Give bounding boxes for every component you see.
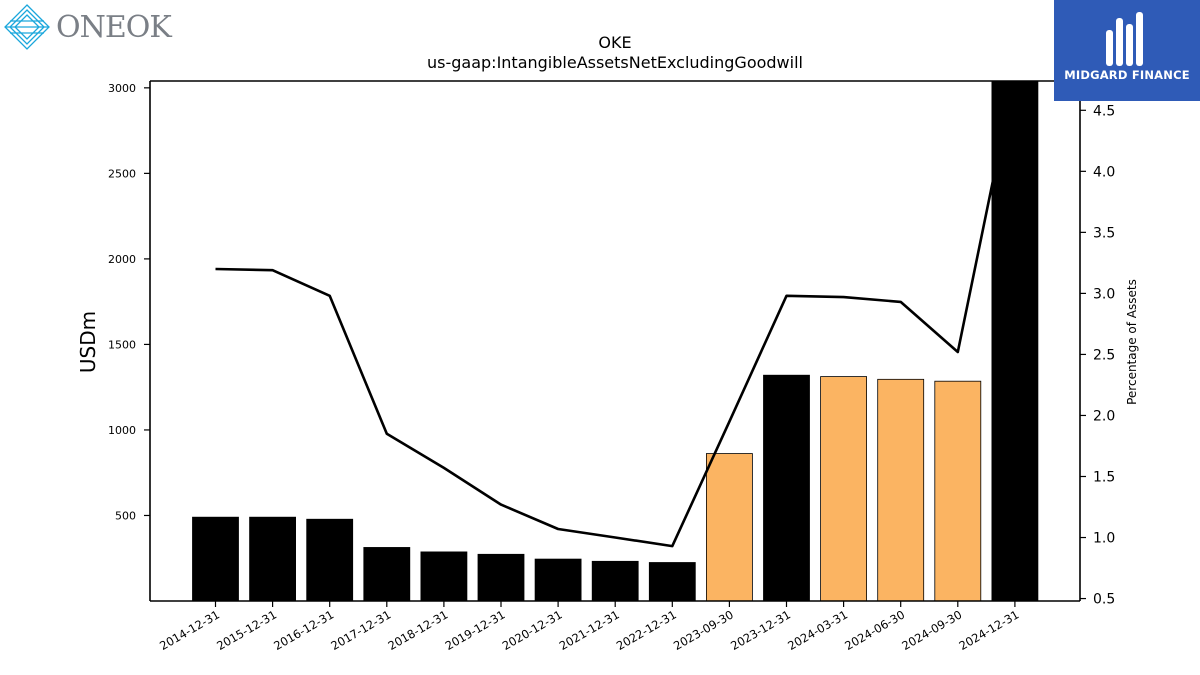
y2-axis-label: Percentage of Assets — [1125, 279, 1139, 405]
bar-2024-06-30 — [877, 378, 925, 602]
x-tick-label-2024-03-31: 2024-03-31 — [785, 607, 850, 653]
x-tick-label-2020-12-31: 2020-12-31 — [500, 607, 565, 653]
y2-tick-label-2: 2.0 — [1093, 408, 1115, 424]
y2-tick-label-0.5: 0.5 — [1093, 592, 1115, 608]
percentage-line-series — [215, 81, 1015, 548]
x-tick-label-2017-12-31: 2017-12-31 — [328, 607, 393, 653]
bar-2016-12-31 — [306, 518, 354, 602]
bar-2022-12-31 — [648, 562, 696, 602]
midgard-finance-logo-icon — [1054, 0, 1200, 101]
bar-2024-03-31 — [820, 376, 867, 602]
bar-2023-12-31 — [763, 374, 810, 602]
x-tick-label-2018-12-31: 2018-12-31 — [386, 607, 451, 653]
y2-tick-label-1.5: 1.5 — [1093, 469, 1115, 485]
bar-series — [192, 80, 1039, 602]
chart-title: OKE — [598, 33, 631, 52]
bar-2019-12-31 — [477, 553, 525, 602]
x-tick-label-2023-09-30: 2023-09-30 — [671, 607, 736, 653]
x-tick-label-2023-12-31: 2023-12-31 — [728, 607, 793, 653]
x-tick-label-2024-09-30: 2024-09-30 — [899, 607, 964, 653]
bar-2014-12-31 — [192, 516, 239, 602]
x-tick-label-2024-06-30: 2024-06-30 — [842, 607, 907, 653]
y2-tick-label-3: 3.0 — [1093, 286, 1115, 302]
y-tick-label-500: 500 — [115, 509, 136, 522]
bar-2024-09-30 — [934, 380, 982, 602]
x-tick-label-2015-12-31: 2015-12-31 — [214, 607, 279, 653]
x-tick-label-2019-12-31: 2019-12-31 — [443, 607, 508, 653]
y2-tick-label-1: 1.0 — [1093, 531, 1115, 547]
x-tick-label-2022-12-31: 2022-12-31 — [614, 607, 679, 653]
midgard-finance-logo: MIDGARD FINANCE — [1054, 0, 1200, 101]
oneok-logo: ONEOK — [4, 4, 172, 50]
percentage-line — [215, 81, 1015, 548]
bar-2023-09-30 — [706, 453, 753, 602]
y-tick-label-1500: 1500 — [108, 338, 136, 351]
bar-2020-12-31 — [534, 558, 582, 602]
y2-tick-label-4: 4.0 — [1093, 164, 1115, 180]
x-tick-label-2021-12-31: 2021-12-31 — [557, 607, 622, 653]
x-tick-label-2016-12-31: 2016-12-31 — [271, 607, 336, 653]
bar-2024-12-31 — [991, 80, 1039, 602]
y-axis-label: USDm — [76, 311, 100, 373]
chart-subtitle: us-gaap:IntangibleAssetsNetExcludingGood… — [427, 53, 803, 72]
y2-tick-label-2.5: 2.5 — [1093, 347, 1115, 363]
y-tick-label-2000: 2000 — [108, 253, 136, 266]
y-tick-label-1000: 1000 — [108, 424, 136, 437]
bar-2015-12-31 — [249, 516, 297, 602]
bar-2018-12-31 — [420, 551, 468, 602]
oneok-diamond-logo-icon — [4, 4, 50, 50]
x-tick-label-2024-12-31: 2024-12-31 — [957, 607, 1022, 653]
midgard-wordmark: MIDGARD FINANCE — [1064, 68, 1190, 82]
y-tick-label-3000: 3000 — [108, 82, 136, 95]
y2-tick-label-4.5: 4.5 — [1093, 103, 1115, 119]
y2-tick-label-3.5: 3.5 — [1093, 225, 1115, 241]
bar-2017-12-31 — [363, 547, 411, 602]
bar-2021-12-31 — [591, 560, 639, 602]
oneok-wordmark: ONEOK — [56, 10, 172, 45]
y-tick-label-2500: 2500 — [108, 167, 136, 180]
x-tick-label-2014-12-31: 2014-12-31 — [157, 607, 222, 653]
